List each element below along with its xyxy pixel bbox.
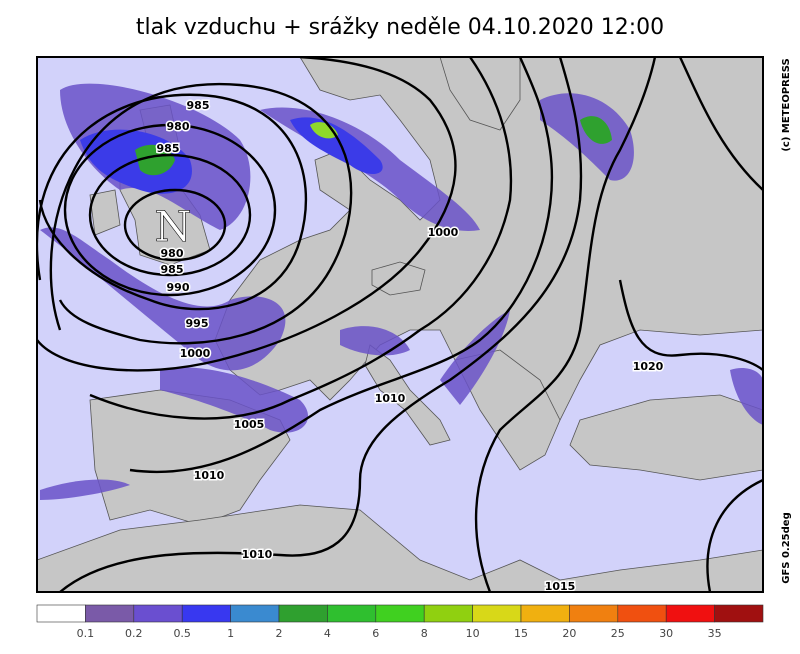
legend-tick-label: 6 xyxy=(372,627,379,640)
model-label: GFS 0.25deg xyxy=(781,512,792,584)
legend-swatch xyxy=(520,604,570,623)
legend-tick-label: 0.2 xyxy=(125,627,143,640)
legend-tick-label: 15 xyxy=(514,627,528,640)
legend-tick-label: 1 xyxy=(227,627,234,640)
isobar-label: 985 xyxy=(161,263,184,276)
legend-tick-label: 10 xyxy=(466,627,480,640)
legend-swatch xyxy=(181,604,231,623)
legend-tick-label: 0.5 xyxy=(173,627,191,640)
legend-tick-label: 35 xyxy=(708,627,722,640)
legend-swatch xyxy=(230,604,280,623)
credit: (c) METEOPRESS xyxy=(781,58,792,151)
isobar-label: 1000 xyxy=(180,347,211,360)
legend-tick-label: 4 xyxy=(324,627,331,640)
land-turkey xyxy=(569,394,763,481)
isobar-label: 995 xyxy=(186,317,209,330)
legend-swatch xyxy=(617,604,667,623)
isobar-label: 980 xyxy=(161,247,184,260)
legend-swatch xyxy=(714,604,764,623)
legend-swatch xyxy=(36,604,86,623)
isobar-label: 985 xyxy=(157,142,180,155)
isobar-label: 990 xyxy=(167,281,190,294)
isobar-label: 1005 xyxy=(234,418,265,431)
isobar-label: 985 xyxy=(187,99,210,112)
isobar-label: 1000 xyxy=(428,226,459,239)
isobar-label: 1010 xyxy=(242,548,273,561)
legend-swatch xyxy=(375,604,425,623)
land-africa xyxy=(37,504,763,592)
land-scandinavia-east xyxy=(439,57,521,131)
legend-tick-label: 30 xyxy=(659,627,673,640)
land-czechia xyxy=(371,261,426,296)
legend-tick-label: 8 xyxy=(421,627,428,640)
legend-swatch xyxy=(133,604,183,623)
precipitation-legend: 0.1 0.2 0.5 1 2 4 6 8 10 15 20 25 30 35 xyxy=(36,604,764,640)
legend-swatch xyxy=(278,604,328,623)
isobar-label: 1015 xyxy=(545,580,576,593)
land-italy xyxy=(364,344,451,446)
legend-tick-label: 20 xyxy=(562,627,576,640)
legend-swatch xyxy=(327,604,377,623)
isobars xyxy=(37,57,763,592)
isobar-label: 1010 xyxy=(375,392,406,405)
isobar-label: 1010 xyxy=(194,469,225,482)
isobar-label: 1020 xyxy=(633,360,664,373)
legend-tick-label: 2 xyxy=(276,627,283,640)
legend-swatch xyxy=(472,604,522,623)
map-frame xyxy=(36,56,764,593)
legend-swatch xyxy=(665,604,715,623)
low-pressure-marker: N xyxy=(155,202,192,251)
legend-swatch xyxy=(569,604,619,623)
map: N 985 980 985 980 985 990 995 1000 1000 1005 1010 1… xyxy=(36,56,792,593)
legend-swatch xyxy=(85,604,135,623)
map-title: tlak vzduchu + srážky neděle 04.10.2020 … xyxy=(136,15,664,40)
isobar-label: 980 xyxy=(167,120,190,133)
land-ireland xyxy=(89,189,121,236)
legend-swatch xyxy=(423,604,473,623)
legend-tick-label: 0.1 xyxy=(77,627,95,640)
legend-tick-label: 25 xyxy=(611,627,625,640)
isobar-labels: 985 980 985 980 985 990 995 1000 1000 1005 1010 101… xyxy=(155,98,665,593)
land-balkans xyxy=(454,349,561,471)
